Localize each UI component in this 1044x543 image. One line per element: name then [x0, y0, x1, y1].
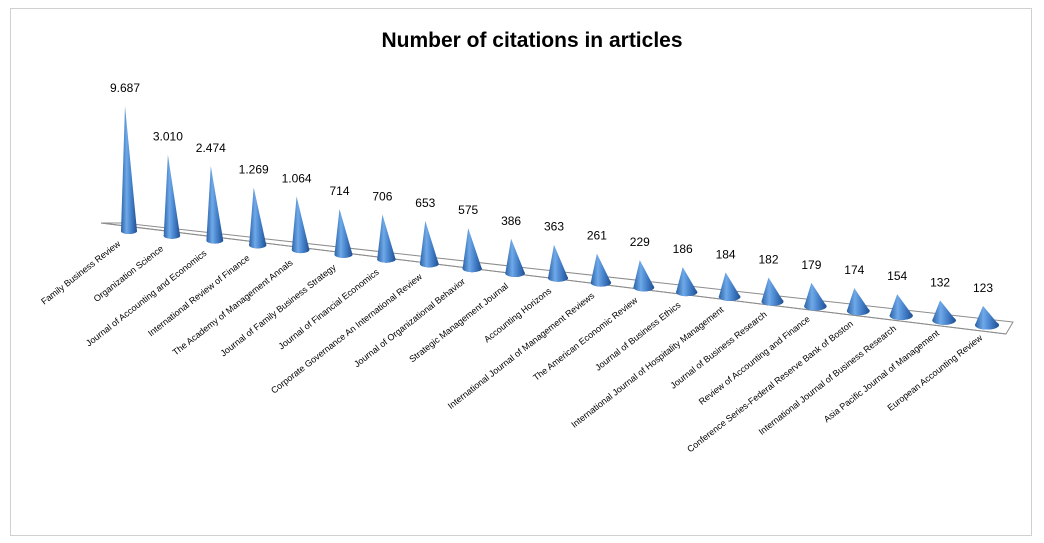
value-label: 575	[458, 203, 478, 217]
cone-chart: Number of citations in articles 9.687 3.0…	[39, 29, 1014, 455]
value-label: 1.064	[282, 171, 312, 185]
value-label: 182	[758, 253, 778, 267]
category-label: Journal of Business Ethics	[593, 299, 683, 372]
cone-bar	[889, 294, 913, 321]
category-label: Conference Series-Federal Reserve Bank o…	[685, 319, 855, 455]
value-label: 386	[501, 214, 521, 228]
value-label: 186	[673, 242, 693, 256]
cone-bar	[249, 187, 267, 249]
value-label: 184	[716, 247, 736, 261]
cone-bar	[419, 220, 439, 268]
value-label: 1.269	[239, 162, 269, 176]
cone-bar	[676, 267, 698, 297]
cone-bar	[121, 106, 137, 235]
category-label: Journal of Business Research	[668, 309, 768, 390]
category-label: The American Economic Review	[531, 295, 640, 383]
value-label: 653	[415, 196, 435, 210]
value-label: 9.687	[110, 81, 140, 95]
category-label: Family Business Review	[39, 238, 122, 306]
value-label: 179	[801, 258, 821, 272]
value-label: 2.474	[196, 141, 226, 155]
category-label: Journal of Financial Economics	[277, 267, 382, 352]
value-label: 154	[887, 269, 907, 283]
cone-bar	[932, 300, 956, 325]
cone-bar	[462, 228, 482, 273]
value-label: 706	[372, 189, 392, 203]
value-label: 123	[973, 281, 993, 295]
cone-bar	[804, 282, 827, 311]
cone-bar	[846, 288, 870, 316]
category-label: Strategic Management Journal	[407, 281, 510, 364]
value-label: 174	[844, 263, 864, 277]
category-label: International Review of Finance	[146, 253, 252, 339]
cone-bar	[163, 154, 181, 239]
cone-bar	[505, 238, 525, 278]
value-label: 714	[329, 184, 349, 198]
category-label: European Accounting Review	[885, 332, 984, 413]
chart-area: Number of citations in articles 9.687 3.0…	[10, 8, 1032, 536]
cone-bar	[334, 208, 353, 258]
cone-bar	[633, 260, 655, 292]
value-label: 363	[544, 220, 564, 234]
value-label: 261	[587, 229, 607, 243]
value-label: 3.010	[153, 130, 183, 144]
value-label: 229	[630, 235, 650, 249]
value-label: 132	[930, 275, 950, 289]
cone-bar	[377, 214, 396, 263]
cone-bar	[206, 165, 224, 244]
cone-bar	[718, 272, 741, 301]
cone-bar	[761, 277, 784, 306]
cone-bar	[291, 196, 310, 254]
cone-bar	[975, 305, 999, 330]
cone-bar	[548, 244, 568, 282]
cone-bar	[590, 253, 612, 287]
chart-title: Number of citations in articles	[381, 29, 682, 52]
